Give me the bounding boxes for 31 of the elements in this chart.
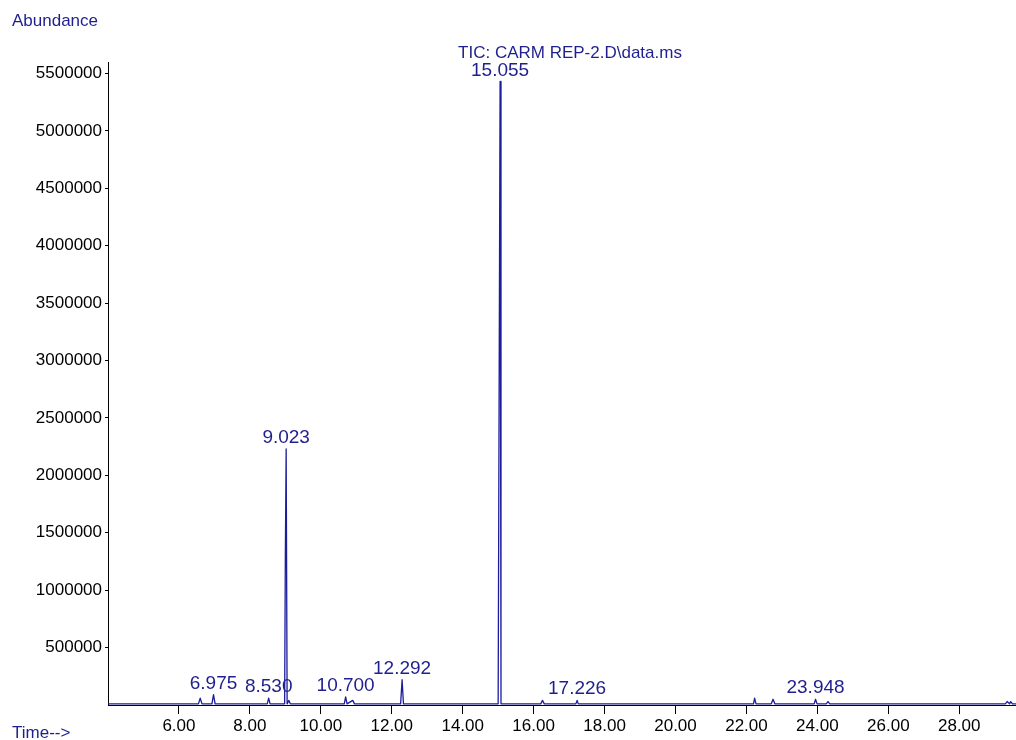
x-tick-label: 20.00 bbox=[654, 715, 697, 735]
annotation: 10.700 bbox=[316, 673, 375, 695]
y-tick-label: 500000 bbox=[45, 637, 102, 657]
y-tick-label: 5500000 bbox=[35, 63, 102, 83]
x-tick-label: 26.00 bbox=[867, 715, 910, 735]
y-tick-label: 5000000 bbox=[35, 120, 102, 140]
y-tick-label: 1000000 bbox=[35, 579, 102, 599]
y-axis-title: Abundance bbox=[12, 11, 99, 30]
annotation: 9.023 bbox=[262, 425, 310, 447]
x-tick-label: 10.00 bbox=[299, 715, 343, 735]
x-tick-label: 6.00 bbox=[162, 715, 196, 735]
annotation: 23.948 bbox=[786, 676, 845, 698]
x-axis-title: Time--> bbox=[12, 723, 71, 740]
annotation: 6.975 bbox=[189, 671, 238, 693]
y-tick-label: 3500000 bbox=[35, 292, 102, 312]
annotation: 12.292 bbox=[373, 656, 432, 678]
y-tick-label: 1500000 bbox=[35, 522, 102, 542]
y-tick-label: 2000000 bbox=[35, 465, 102, 485]
x-tick-label: 18.00 bbox=[583, 715, 626, 735]
x-tick-label: 16.00 bbox=[512, 715, 555, 735]
x-tick-label: 12.00 bbox=[370, 715, 414, 735]
x-tick-label: 24.00 bbox=[796, 715, 839, 735]
y-tick-label: 4500000 bbox=[35, 177, 102, 197]
y-tick-label: 3000000 bbox=[35, 350, 102, 370]
y-tick-label: 2500000 bbox=[35, 407, 102, 427]
x-tick-label: 22.00 bbox=[725, 715, 768, 735]
x-tick-label: 28.00 bbox=[937, 715, 981, 735]
y-tick-label: 4000000 bbox=[35, 235, 102, 255]
annotation: 17.226 bbox=[548, 677, 607, 699]
x-tick-label: 14.00 bbox=[441, 715, 484, 735]
x-tick-label: 8.00 bbox=[233, 715, 267, 735]
